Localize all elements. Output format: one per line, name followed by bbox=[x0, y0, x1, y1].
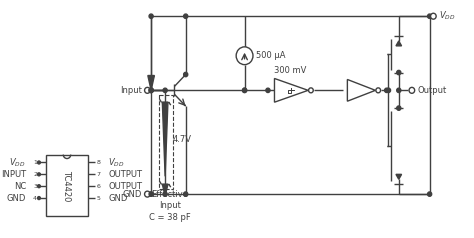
Circle shape bbox=[37, 173, 40, 176]
Circle shape bbox=[149, 192, 153, 196]
Circle shape bbox=[309, 88, 313, 93]
Circle shape bbox=[266, 88, 270, 93]
Text: OUTPUT: OUTPUT bbox=[108, 170, 142, 179]
Circle shape bbox=[376, 88, 381, 93]
Circle shape bbox=[183, 72, 188, 77]
Text: OUTPUT: OUTPUT bbox=[108, 182, 142, 191]
Text: 300 mV: 300 mV bbox=[274, 66, 307, 75]
Circle shape bbox=[149, 88, 153, 93]
Text: INPUT: INPUT bbox=[1, 170, 26, 179]
Circle shape bbox=[243, 88, 246, 93]
Text: $V_{DD}$: $V_{DD}$ bbox=[108, 156, 125, 169]
Polygon shape bbox=[396, 174, 401, 179]
Text: 4.7V: 4.7V bbox=[173, 135, 191, 144]
Text: GND: GND bbox=[7, 193, 26, 203]
Text: 1: 1 bbox=[33, 160, 37, 165]
Text: 500 µA: 500 µA bbox=[256, 51, 285, 60]
Circle shape bbox=[409, 87, 415, 93]
Circle shape bbox=[37, 185, 40, 188]
Text: 7: 7 bbox=[97, 172, 101, 177]
Circle shape bbox=[163, 88, 167, 93]
Polygon shape bbox=[162, 184, 168, 196]
Circle shape bbox=[386, 88, 391, 93]
Circle shape bbox=[149, 192, 153, 196]
Circle shape bbox=[397, 70, 401, 75]
Polygon shape bbox=[274, 79, 308, 102]
Polygon shape bbox=[162, 102, 168, 176]
Bar bbox=[46, 154, 88, 216]
Circle shape bbox=[428, 192, 432, 196]
Text: 4: 4 bbox=[33, 196, 37, 201]
Text: $V_{DD}$: $V_{DD}$ bbox=[9, 156, 26, 169]
Circle shape bbox=[397, 106, 401, 110]
Text: GND: GND bbox=[122, 190, 142, 199]
Text: Input: Input bbox=[120, 86, 142, 95]
Circle shape bbox=[428, 14, 432, 18]
Circle shape bbox=[149, 14, 153, 18]
Circle shape bbox=[163, 192, 167, 196]
Circle shape bbox=[236, 47, 253, 65]
Circle shape bbox=[384, 88, 389, 93]
Text: NC: NC bbox=[14, 182, 26, 191]
Circle shape bbox=[149, 88, 153, 93]
Circle shape bbox=[145, 87, 150, 93]
Text: Output: Output bbox=[418, 86, 447, 95]
Circle shape bbox=[183, 14, 188, 18]
Text: TC4420: TC4420 bbox=[63, 169, 72, 201]
Circle shape bbox=[149, 88, 153, 93]
Circle shape bbox=[37, 197, 40, 199]
Text: 5: 5 bbox=[97, 196, 101, 201]
Circle shape bbox=[243, 88, 246, 93]
Circle shape bbox=[183, 192, 188, 196]
Polygon shape bbox=[396, 41, 401, 46]
Text: 8: 8 bbox=[97, 160, 101, 165]
Text: 6: 6 bbox=[97, 184, 101, 189]
Circle shape bbox=[37, 161, 40, 164]
Text: 3: 3 bbox=[33, 184, 37, 189]
Circle shape bbox=[430, 13, 436, 19]
Polygon shape bbox=[148, 75, 155, 90]
Text: $V_{DD}$: $V_{DD}$ bbox=[439, 10, 456, 22]
Text: Effective
Input
C = 38 pF: Effective Input C = 38 pF bbox=[149, 190, 191, 222]
Circle shape bbox=[149, 88, 153, 93]
Text: GND: GND bbox=[108, 193, 128, 203]
Circle shape bbox=[145, 191, 150, 197]
Circle shape bbox=[397, 88, 401, 93]
Text: 2: 2 bbox=[33, 172, 37, 177]
Bar bbox=[159, 95, 173, 189]
Polygon shape bbox=[347, 79, 375, 101]
